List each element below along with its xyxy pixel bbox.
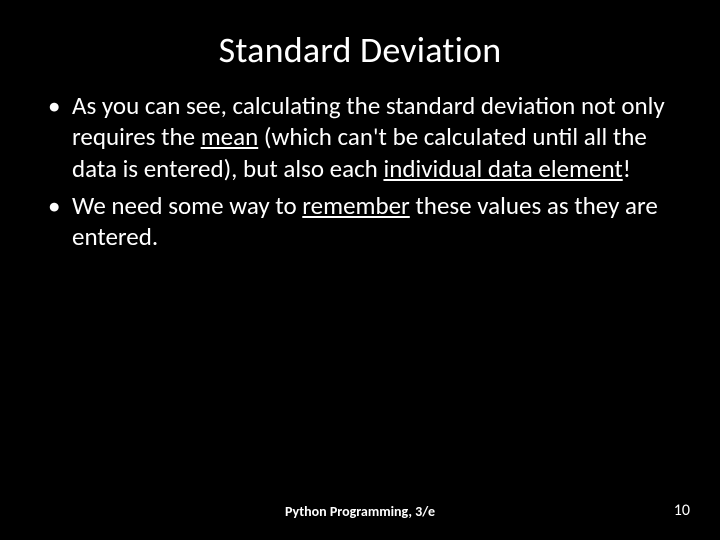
bullet-underline-segment: mean — [201, 121, 259, 152]
bullet-item: We need some way to remember these value… — [40, 190, 680, 253]
slide-title: Standard Deviation — [0, 0, 720, 90]
bullet-underline-segment: remember — [302, 190, 410, 221]
footer-center-text: Python Programming, 3/e — [0, 503, 720, 520]
slide: Standard Deviation As you can see, calcu… — [0, 0, 720, 540]
bullet-text-segment: ! — [623, 153, 631, 184]
slide-content: As you can see, calculating the standard… — [0, 90, 720, 252]
bullet-text-segment: We need some way to — [72, 190, 302, 221]
bullet-underline-segment: individual data element — [383, 153, 622, 184]
bullet-item: As you can see, calculating the standard… — [40, 90, 680, 184]
page-number: 10 — [674, 501, 690, 520]
bullet-list: As you can see, calculating the standard… — [40, 90, 680, 252]
